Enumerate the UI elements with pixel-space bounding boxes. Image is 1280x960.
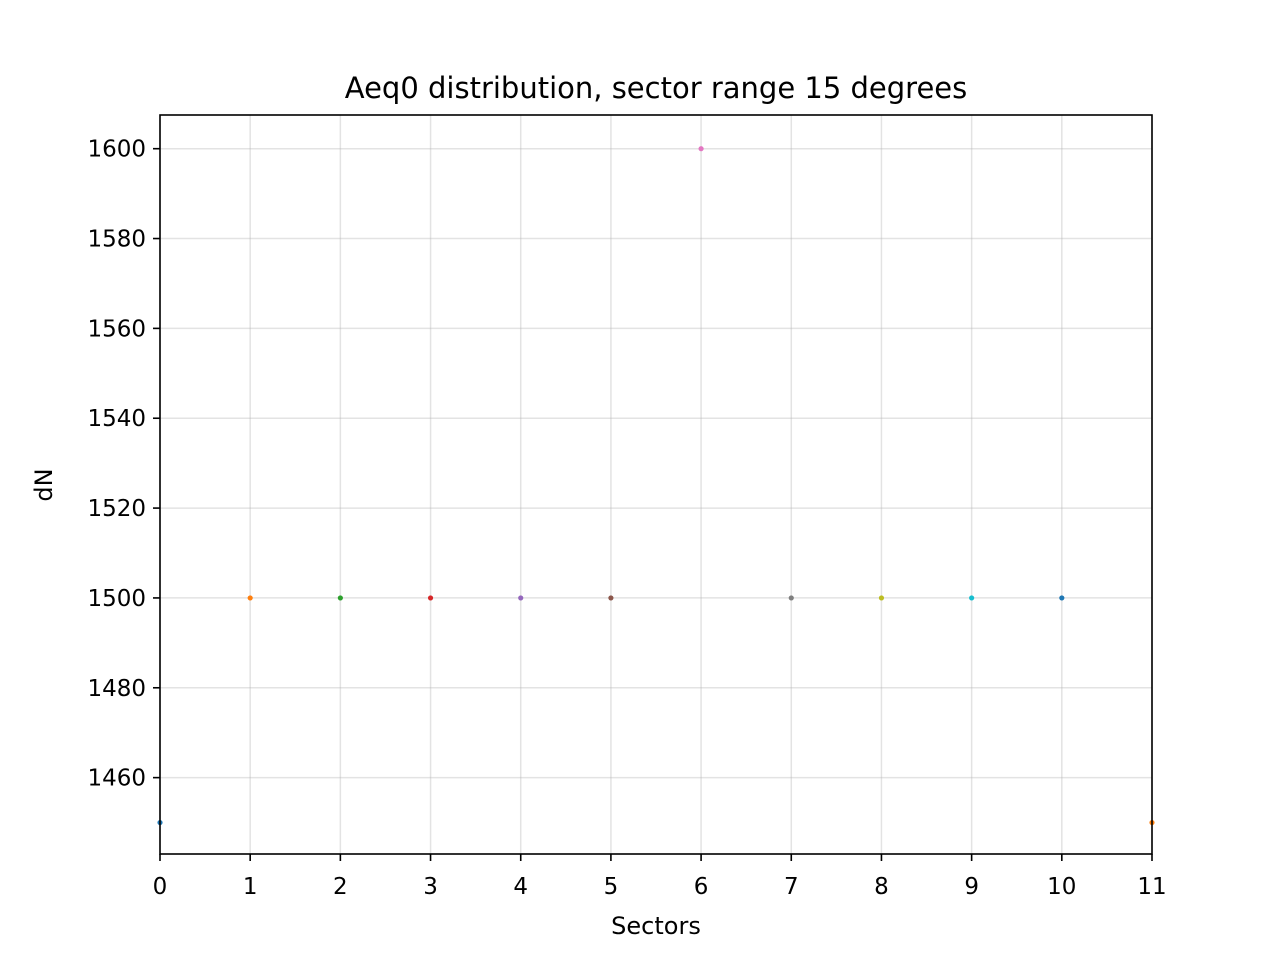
x-tick-label: 11 (1137, 874, 1166, 900)
x-axis-ticks: 0 1 2 3 4 5 6 7 8 9 10 11 (153, 854, 1167, 900)
data-point (427, 595, 434, 601)
data-point (698, 146, 704, 152)
x-tick-label: 4 (513, 874, 528, 900)
y-tick-label: 1600 (87, 137, 146, 163)
x-tick-label: 9 (964, 874, 979, 900)
y-tick-label: 1460 (87, 766, 146, 792)
data-points (157, 146, 1155, 826)
data-point (608, 595, 614, 601)
x-tick-label: 0 (153, 874, 168, 900)
data-point (969, 595, 975, 601)
y-tick-label: 1560 (87, 316, 146, 342)
data-point (247, 595, 253, 601)
x-tick-label: 3 (423, 874, 438, 900)
x-tick-label: 1 (243, 874, 258, 900)
data-point (518, 595, 524, 601)
y-axis-label: dN (30, 468, 58, 501)
grid (159, 115, 1153, 854)
y-tick-label: 1580 (87, 227, 146, 253)
y-tick-label: 1540 (87, 406, 146, 432)
x-tick-label: 7 (784, 874, 799, 900)
data-point (1059, 595, 1065, 601)
y-tick-label: 1520 (87, 496, 146, 522)
plot-frame (159, 114, 1153, 855)
data-point (788, 595, 794, 601)
data-point (878, 595, 885, 601)
chart-title: Aeq0 distribution, sector range 15 degre… (345, 71, 968, 105)
y-tick-label: 1480 (87, 676, 146, 702)
data-point (337, 595, 343, 601)
x-tick-label: 2 (333, 874, 348, 900)
x-tick-label: 8 (874, 874, 889, 900)
x-tick-label: 5 (604, 874, 619, 900)
x-axis-label: Sectors (611, 912, 701, 940)
y-axis-ticks: 1460 1480 1500 1520 1540 1560 1580 1600 (87, 137, 160, 792)
x-tick-label: 10 (1047, 874, 1076, 900)
y-tick-label: 1500 (87, 586, 146, 612)
x-tick-label: 6 (694, 874, 709, 900)
